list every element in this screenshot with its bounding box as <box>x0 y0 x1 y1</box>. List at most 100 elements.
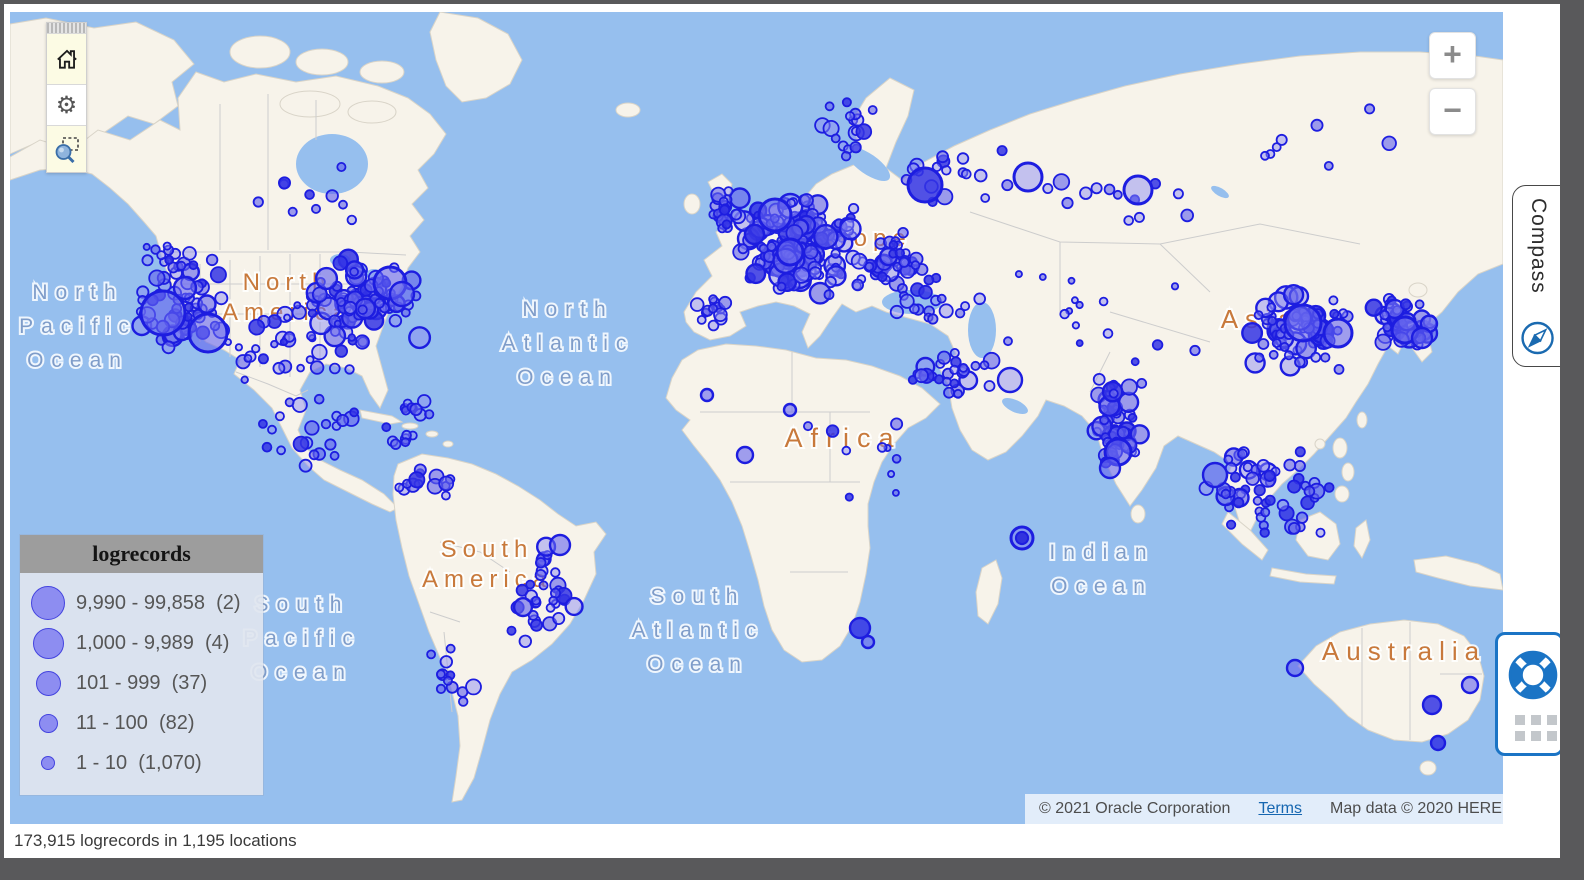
bubble[interactable] <box>973 168 988 183</box>
bubble[interactable] <box>1266 302 1277 313</box>
zoom-out-button[interactable]: − <box>1429 88 1476 135</box>
bubble[interactable] <box>1294 446 1306 458</box>
bubble[interactable] <box>941 165 952 176</box>
settings-button[interactable]: ⚙ <box>47 84 86 125</box>
bubble[interactable] <box>182 246 197 261</box>
bubble[interactable] <box>329 450 340 461</box>
bubble[interactable] <box>408 471 426 489</box>
bubble[interactable] <box>1253 484 1266 497</box>
bubble[interactable] <box>960 301 971 312</box>
bubble[interactable] <box>699 387 715 403</box>
bubble[interactable] <box>708 303 719 314</box>
bubble[interactable] <box>830 248 841 259</box>
bubble[interactable] <box>311 343 328 361</box>
bubble[interactable] <box>408 326 432 350</box>
bubble[interactable] <box>209 266 227 284</box>
bubble[interactable] <box>950 356 962 368</box>
bubble[interactable] <box>243 353 253 363</box>
bubble[interactable] <box>996 366 1024 394</box>
bubble[interactable] <box>823 289 835 301</box>
bubble[interactable] <box>936 150 949 164</box>
bubble[interactable] <box>838 217 862 241</box>
grid-dots-icon[interactable] <box>1515 715 1557 741</box>
bubble[interactable] <box>234 343 243 352</box>
bubble[interactable] <box>1287 522 1301 535</box>
bubble[interactable] <box>1315 527 1326 538</box>
bubble[interactable] <box>1090 182 1103 195</box>
bubble[interactable] <box>1103 183 1116 196</box>
bubble[interactable] <box>808 266 823 280</box>
bubble[interactable] <box>799 193 814 208</box>
bubble[interactable] <box>840 150 852 162</box>
bubble[interactable] <box>349 266 360 277</box>
bubble[interactable] <box>248 318 266 336</box>
bubble[interactable] <box>139 289 187 337</box>
bubble[interactable] <box>844 492 854 502</box>
bubble[interactable] <box>142 242 151 251</box>
bubble[interactable] <box>1381 135 1397 152</box>
bubble[interactable] <box>1075 300 1084 310</box>
bubble[interactable] <box>1259 527 1270 538</box>
bubble[interactable] <box>1245 471 1260 486</box>
bubble[interactable] <box>1379 309 1390 321</box>
bubble[interactable] <box>849 107 862 121</box>
bubble[interactable] <box>979 360 990 371</box>
bubble[interactable] <box>336 161 347 172</box>
bubble[interactable] <box>953 388 963 399</box>
bubble[interactable] <box>136 285 150 299</box>
bubble[interactable] <box>927 313 939 325</box>
bubble[interactable] <box>1283 350 1294 361</box>
bubble[interactable] <box>825 265 847 287</box>
bubble[interactable] <box>188 260 199 271</box>
bubble[interactable] <box>890 417 904 431</box>
bubble[interactable] <box>1123 215 1134 226</box>
bubble[interactable] <box>718 295 733 310</box>
bubble[interactable] <box>409 402 423 416</box>
bubble[interactable] <box>308 449 320 461</box>
bubble[interactable] <box>1003 336 1013 347</box>
zoom-to-area-button[interactable] <box>47 125 86 172</box>
bubble[interactable] <box>440 490 451 501</box>
bubble[interactable] <box>172 275 198 301</box>
bubble[interactable] <box>894 248 906 259</box>
bubble[interactable] <box>333 319 342 328</box>
bubble[interactable] <box>1263 469 1276 483</box>
bubble[interactable] <box>958 362 969 373</box>
bubble[interactable] <box>830 133 841 144</box>
bubble[interactable] <box>346 214 358 226</box>
bubble[interactable] <box>1098 296 1109 307</box>
bubble[interactable] <box>320 418 332 430</box>
bubble[interactable] <box>737 243 749 255</box>
bubble[interactable] <box>851 278 864 292</box>
bubble[interactable] <box>1172 188 1184 200</box>
bubble[interactable] <box>803 244 819 260</box>
bubble[interactable] <box>923 274 935 286</box>
bubble[interactable] <box>309 360 325 375</box>
bubble[interactable] <box>1323 160 1334 171</box>
bubble[interactable] <box>240 375 249 384</box>
bubble[interactable] <box>792 266 811 284</box>
bubble[interactable] <box>438 475 455 492</box>
bubble[interactable] <box>506 625 517 636</box>
bubble[interactable] <box>325 189 339 203</box>
map-canvas[interactable]: North Pacific Ocean North Atlantic Ocean South… <box>10 12 1503 824</box>
bubble[interactable] <box>394 482 405 493</box>
bubble[interactable] <box>373 297 385 309</box>
bubble[interactable] <box>906 166 944 204</box>
bubble[interactable] <box>465 678 482 696</box>
bubble[interactable] <box>803 421 814 432</box>
bubble[interactable] <box>1242 461 1253 473</box>
bubble[interactable] <box>1079 186 1093 200</box>
bubble[interactable] <box>824 275 837 289</box>
bubble[interactable] <box>1099 414 1110 426</box>
bubble[interactable] <box>723 186 734 197</box>
bubble[interactable] <box>252 196 264 208</box>
bubble[interactable] <box>1129 424 1150 445</box>
bubble[interactable] <box>267 424 277 435</box>
bubble[interactable] <box>943 386 955 399</box>
bubble[interactable] <box>388 314 403 328</box>
bubble[interactable] <box>914 368 929 384</box>
bubble[interactable] <box>918 367 935 384</box>
bubble[interactable] <box>390 438 402 450</box>
bubble[interactable] <box>1429 734 1447 752</box>
